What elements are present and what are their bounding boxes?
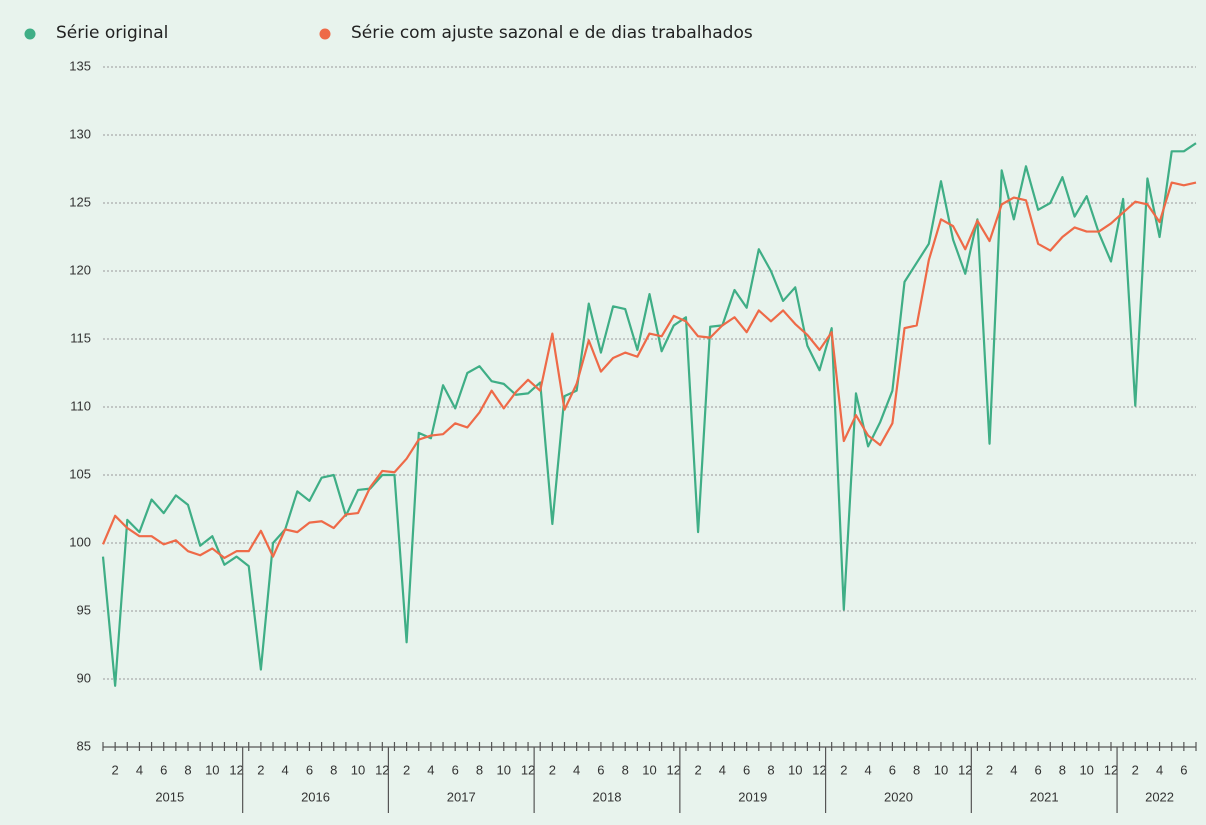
year-label: 2021 (1030, 789, 1059, 804)
x-tick-label: 8 (476, 762, 483, 777)
y-tick-label: 110 (70, 398, 91, 413)
x-tick-label: 10 (788, 762, 802, 777)
year-label: 2018 (593, 789, 622, 804)
x-tick-label: 4 (864, 762, 871, 777)
x-tick-label: 2 (112, 762, 119, 777)
x-tick-label: 12 (521, 762, 535, 777)
y-tick-label: 130 (69, 126, 91, 141)
x-tick-label: 12 (375, 762, 389, 777)
legend-label: Série com ajuste sazonal e de dias traba… (351, 23, 753, 43)
x-tick-label: 2 (694, 762, 701, 777)
x-tick-label: 6 (597, 762, 604, 777)
y-tick-label: 85 (77, 738, 91, 753)
year-label: 2022 (1145, 789, 1174, 804)
x-tick-label: 2 (1132, 762, 1139, 777)
legend-label: Série original (56, 23, 168, 43)
x-tick-label: 8 (913, 762, 920, 777)
x-tick-label: 2 (840, 762, 847, 777)
x-tick-label: 12 (1104, 762, 1118, 777)
x-tick-label: 4 (719, 762, 726, 777)
x-tick-label: 4 (136, 762, 143, 777)
x-tick-label: 12 (667, 762, 681, 777)
y-tick-label: 95 (77, 602, 91, 617)
x-tick-label: 4 (282, 762, 289, 777)
y-tick-label: 100 (69, 534, 91, 549)
x-tick-label: 6 (160, 762, 167, 777)
x-tick-label: 8 (184, 762, 191, 777)
legend: Série original Série com ajuste sazonal e… (24, 23, 753, 43)
y-tick-label: 90 (77, 670, 91, 685)
x-tick-label: 2 (549, 762, 556, 777)
x-tick-label: 2 (403, 762, 410, 777)
legend-marker (319, 28, 331, 40)
x-tick-label: 8 (622, 762, 629, 777)
year-label: 2017 (447, 789, 476, 804)
x-tick-label: 8 (767, 762, 774, 777)
y-tick-label: 135 (69, 58, 91, 73)
x-tick-label: 10 (351, 762, 365, 777)
x-tick-label: 8 (1059, 762, 1066, 777)
x-tick-label: 6 (1180, 762, 1187, 777)
x-tick-label: 8 (330, 762, 337, 777)
x-tick-label: 6 (743, 762, 750, 777)
x-tick-label: 2 (257, 762, 264, 777)
x-tick-label: 12 (812, 762, 826, 777)
x-tick-label: 6 (1035, 762, 1042, 777)
x-tick-label: 10 (497, 762, 511, 777)
legend-marker (24, 28, 36, 40)
x-tick-label: 4 (427, 762, 434, 777)
x-tick-label: 2 (986, 762, 993, 777)
y-tick-label: 105 (69, 466, 91, 481)
x-tick-label: 6 (889, 762, 896, 777)
x-tick-label: 10 (205, 762, 219, 777)
x-tick-label: 10 (1079, 762, 1093, 777)
y-tick-label: 125 (69, 194, 91, 209)
x-tick-label: 4 (573, 762, 580, 777)
year-label: 2015 (155, 789, 184, 804)
x-tick-label: 12 (958, 762, 972, 777)
y-tick-label: 115 (70, 330, 91, 345)
x-tick-label: 10 (934, 762, 948, 777)
x-tick-label: 6 (452, 762, 459, 777)
x-tick-label: 10 (642, 762, 656, 777)
x-tick-label: 6 (306, 762, 313, 777)
year-label: 2016 (301, 789, 330, 804)
x-tick-label: 4 (1010, 762, 1017, 777)
x-tick-label: 4 (1156, 762, 1163, 777)
y-tick-label: 120 (69, 262, 91, 277)
year-label: 2019 (738, 789, 767, 804)
x-tick-label: 12 (229, 762, 243, 777)
year-label: 2020 (884, 789, 913, 804)
series-line (101, 181, 1197, 560)
